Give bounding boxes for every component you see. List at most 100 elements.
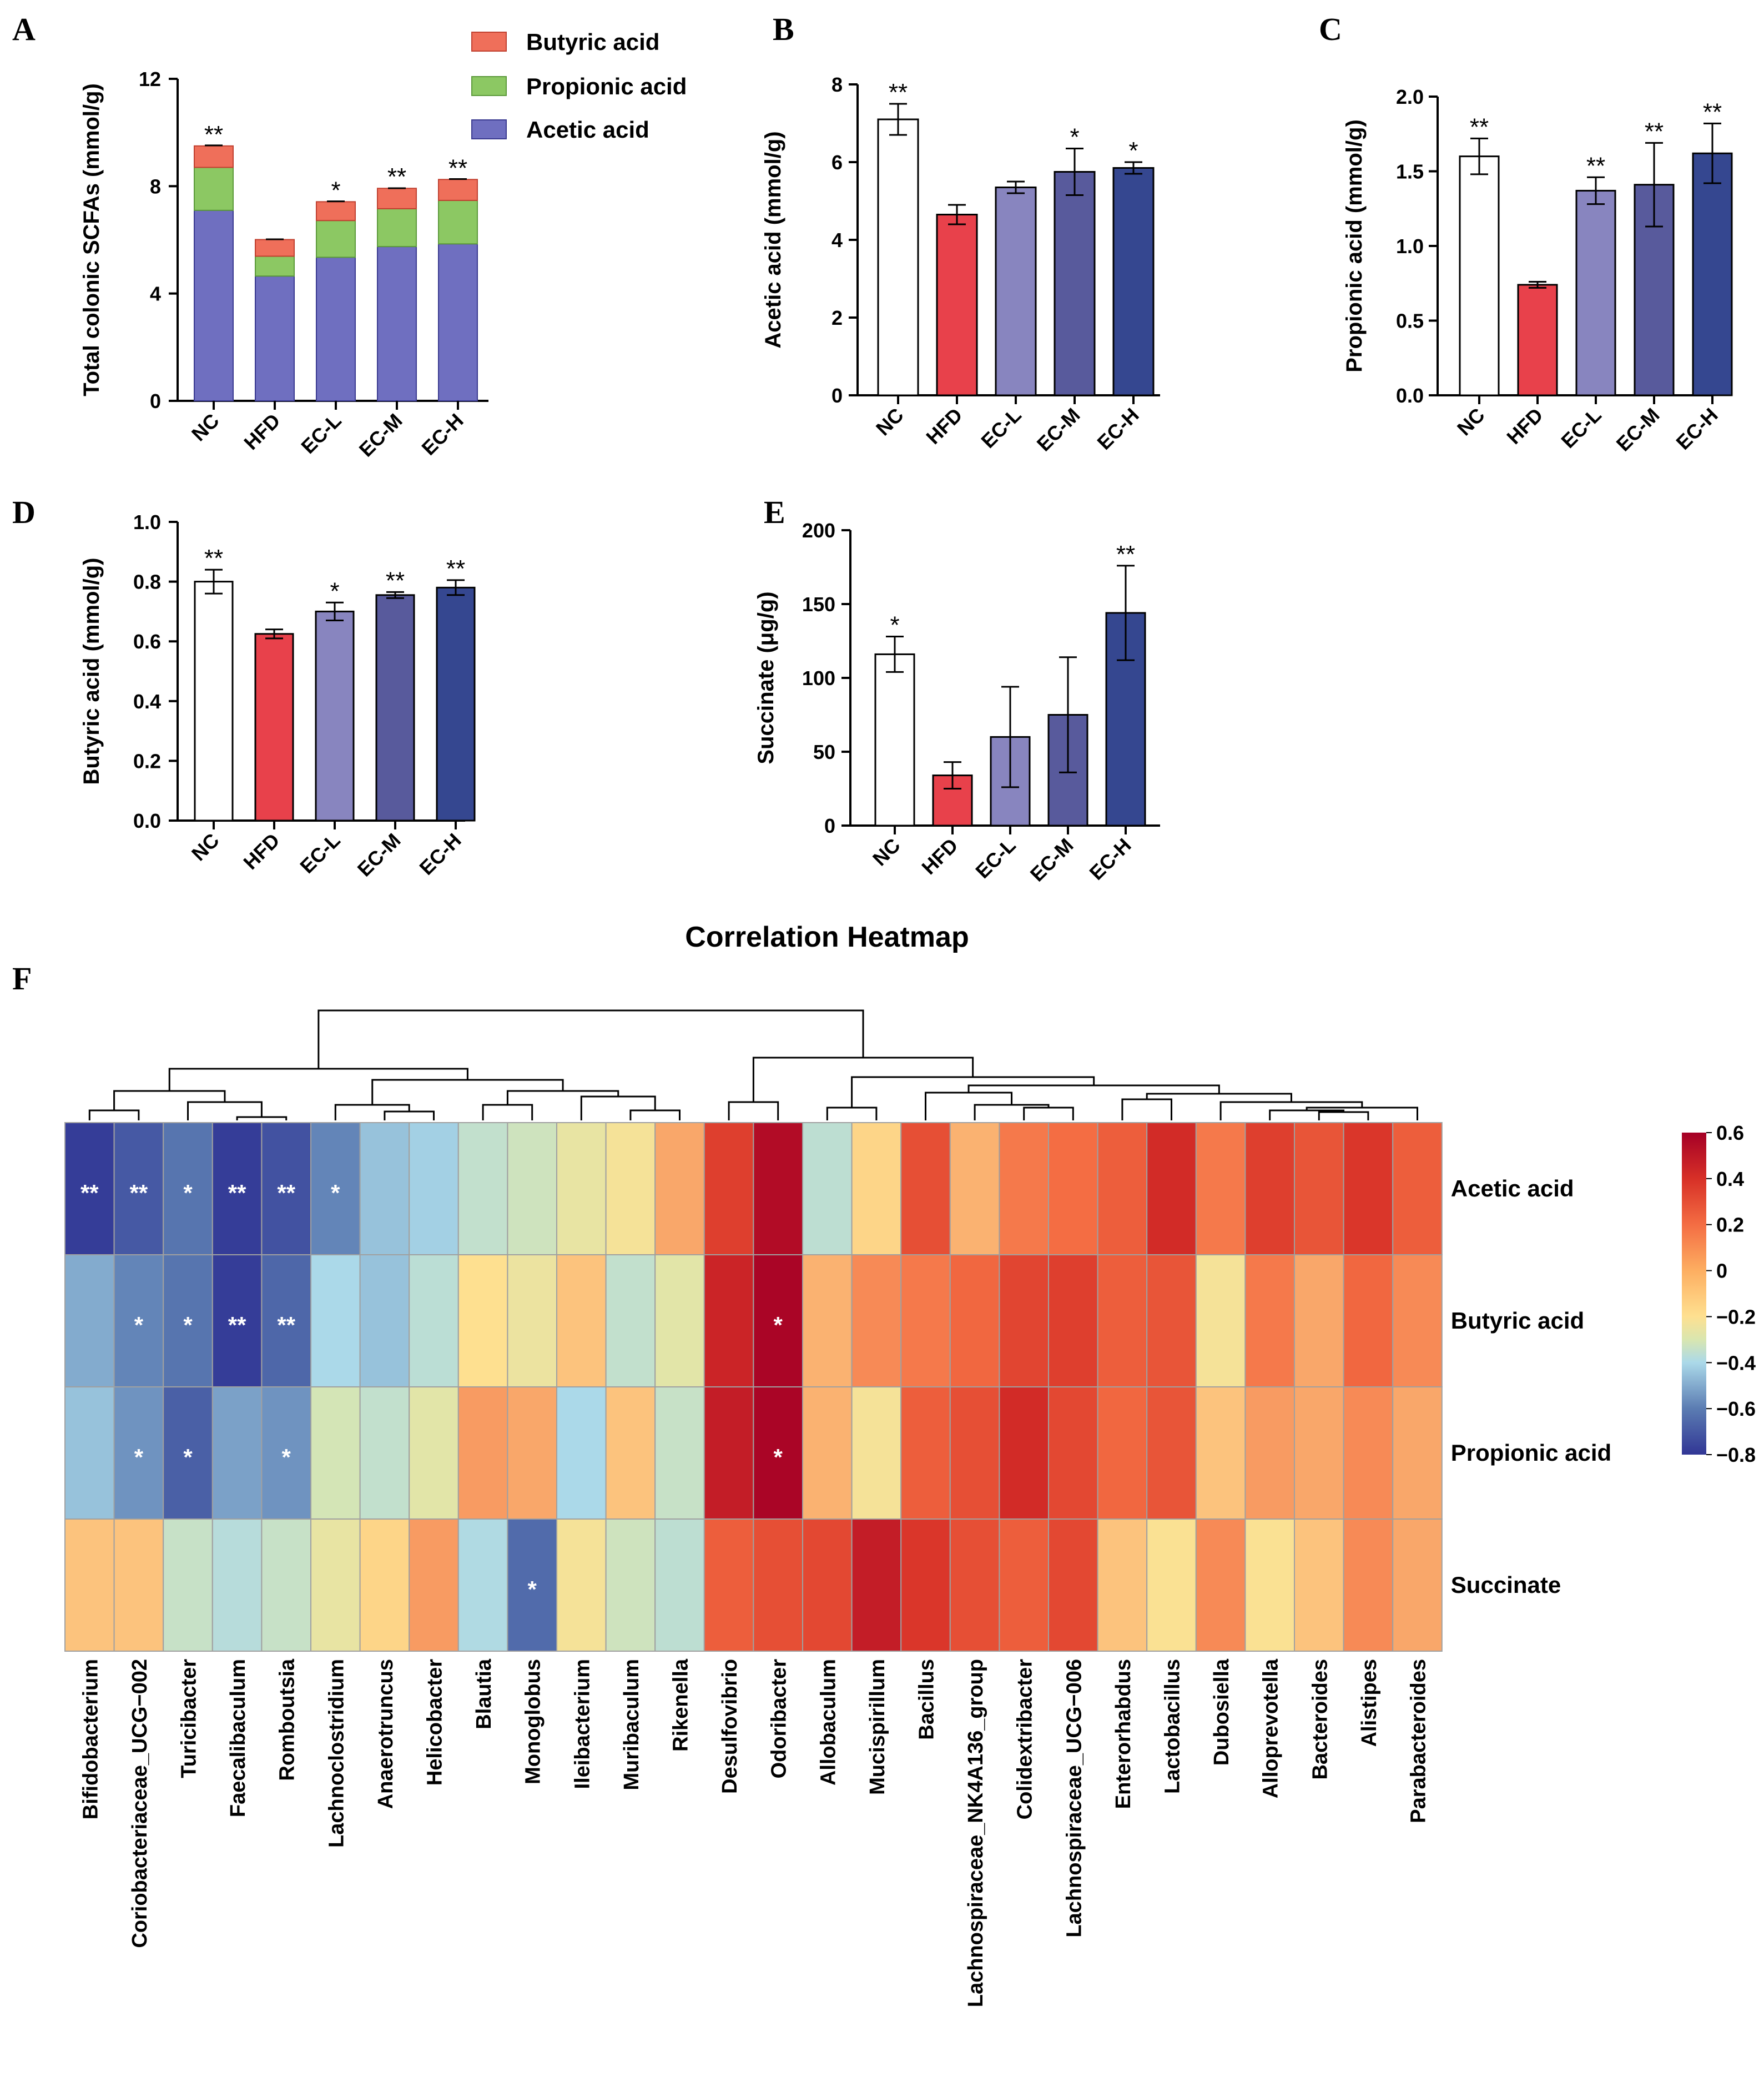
heatmap-cell xyxy=(359,1254,410,1387)
panel-letter-d: D xyxy=(12,494,36,530)
heatmap-column-label: Anaerotruncus xyxy=(374,1659,397,1809)
dendrogram-link xyxy=(1023,1107,1074,1120)
panel-a-category-label: EC-H xyxy=(417,409,467,460)
heatmap-cell xyxy=(753,1254,804,1387)
heatmap-cell xyxy=(64,1518,115,1652)
heatmap-cell xyxy=(211,1386,263,1520)
heatmap-cell xyxy=(999,1254,1050,1387)
heatmap-significance: ** xyxy=(228,1180,246,1206)
panel-c-y-tick-label: 0.5 xyxy=(1396,310,1424,333)
heatmap-cell xyxy=(359,1122,410,1255)
bar-acetic-ec-l xyxy=(316,257,356,401)
heatmap-cell xyxy=(851,1122,902,1255)
panel-c-y-tick-label: 1.0 xyxy=(1396,235,1424,258)
panel-e-y-tick-label: 0 xyxy=(824,814,835,837)
panel-b-y-tick-label: 2 xyxy=(831,306,843,329)
panel-b-y-tick-label: 4 xyxy=(831,229,843,252)
bar-ec-m xyxy=(375,594,415,822)
panel-d-y-axis-title: Butyric acid (mmol/g) xyxy=(79,558,104,785)
heatmap-cell xyxy=(999,1386,1050,1520)
heatmap-cell xyxy=(753,1386,804,1520)
heatmap-cell xyxy=(1244,1386,1295,1520)
heatmap-cell xyxy=(1392,1518,1443,1652)
panel-b-y-tick-label: 0 xyxy=(831,384,843,407)
bar-propionic-nc xyxy=(194,167,234,211)
heatmap-cell xyxy=(310,1254,361,1387)
dendrogram-link xyxy=(728,1101,779,1120)
heatmap-cell xyxy=(851,1518,902,1652)
bar-ec-l xyxy=(315,610,355,822)
panel-d-y-tick-label: 0.0 xyxy=(133,809,161,832)
heatmap-cell xyxy=(1343,1122,1394,1255)
bar-propionic-ec-m xyxy=(377,208,417,248)
heatmap-significance: * xyxy=(183,1312,193,1338)
heatmap-cell xyxy=(1097,1386,1148,1520)
heatmap-cell xyxy=(900,1518,951,1652)
panel-e-category-label: EC-H xyxy=(1085,834,1135,884)
heatmap-cell xyxy=(1097,1254,1148,1387)
heatmap-cell xyxy=(556,1254,607,1387)
heatmap-cell xyxy=(1343,1254,1394,1387)
heatmap-significance: ** xyxy=(80,1180,99,1206)
heatmap-cell xyxy=(605,1518,656,1652)
panel-d-y-tick-label: 0.6 xyxy=(133,630,161,653)
heatmap-cell xyxy=(1244,1254,1295,1387)
dendrogram-link xyxy=(482,1104,533,1120)
bar-butyric-nc xyxy=(194,145,234,168)
heatmap-cell xyxy=(310,1386,361,1520)
bar-butyric-ec-l xyxy=(316,201,356,222)
bar-butyric-ec-m xyxy=(377,188,417,209)
bar-butyric-ec-h xyxy=(438,179,478,201)
heatmap-column-label: Faecalibaculum xyxy=(226,1659,250,1817)
panel-c-category-label: HFD xyxy=(1502,404,1547,449)
panel-a-y-tick-label: 12 xyxy=(139,68,161,90)
heatmap-cell xyxy=(900,1254,951,1387)
heatmap-cell xyxy=(1392,1386,1443,1520)
bar-ec-l xyxy=(995,187,1037,396)
heatmap-cell xyxy=(654,1254,705,1387)
panel-d-y-tick-label: 1.0 xyxy=(133,511,161,534)
heatmap-cell xyxy=(457,1518,508,1652)
bar-acetic-nc xyxy=(194,209,234,401)
dendrogram-link xyxy=(1318,1111,1369,1120)
panel-c-significance: ** xyxy=(1470,113,1489,140)
heatmap-cell xyxy=(163,1518,213,1652)
panel-c-significance: ** xyxy=(1703,98,1722,125)
heatmap-cell xyxy=(1195,1122,1246,1255)
panel-a-category-label: EC-M xyxy=(355,409,407,461)
heatmap-cell xyxy=(1146,1518,1197,1652)
dendrogram-link xyxy=(384,1110,435,1120)
bar-acetic-ec-h xyxy=(438,243,478,401)
panel-d-category-label: EC-L xyxy=(295,829,344,878)
bar-propionic-hfd xyxy=(255,255,295,277)
panel-c-significance: ** xyxy=(1645,118,1664,145)
bar-ec-l xyxy=(1575,189,1616,396)
panel-b-significance: * xyxy=(1128,137,1138,164)
heatmap-column-label: Muribaculum xyxy=(620,1659,643,1790)
dendrogram-link xyxy=(371,1079,564,1105)
colorbar-tick-label: 0 xyxy=(1716,1260,1727,1283)
heatmap-cell xyxy=(999,1518,1050,1652)
heatmap-cell xyxy=(457,1254,508,1387)
colorbar-tick-label: 0.2 xyxy=(1716,1214,1744,1236)
panel-a-y-tick-label: 0 xyxy=(150,390,161,413)
heatmap-significance: * xyxy=(282,1444,291,1470)
legend-swatch-butyric xyxy=(471,32,507,52)
panel-c-propionic-acid-chart: 0.0 0.5 1.0 1.5 2.0 Propionic acid (mmol/g) NC… xyxy=(1342,86,1733,456)
dendrogram-link xyxy=(580,1095,656,1120)
heatmap-column-label: Ileibacterium xyxy=(571,1659,594,1789)
panel-b-category-label: EC-H xyxy=(1092,404,1143,454)
heatmap-row-label: Propionic acid xyxy=(1451,1440,1611,1466)
heatmap-significance: ** xyxy=(228,1312,246,1338)
heatmap-column-label: Alloprevotella xyxy=(1259,1658,1283,1798)
panel-a-category-label: NC xyxy=(187,409,224,446)
heatmap-cell xyxy=(261,1386,311,1520)
dendrogram-link xyxy=(236,1116,288,1120)
colorbar-tick-label: −0.8 xyxy=(1716,1444,1756,1466)
heatmap-cell xyxy=(1195,1386,1246,1520)
heatmap-cell xyxy=(605,1122,656,1255)
panel-d-significance: ** xyxy=(204,545,223,572)
heatmap-cell xyxy=(1097,1518,1148,1652)
heatmap-cell xyxy=(703,1122,754,1255)
